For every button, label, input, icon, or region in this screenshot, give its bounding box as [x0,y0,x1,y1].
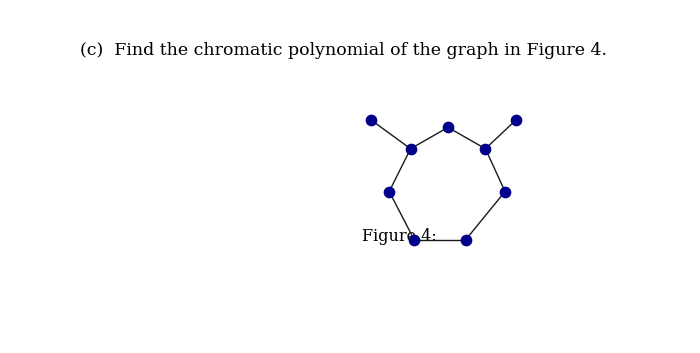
Point [366,118,377,123]
Point [384,189,395,195]
Point [460,237,471,243]
Point [510,118,522,123]
Point [409,237,420,243]
Point [405,146,416,151]
Point [442,125,454,130]
Point [499,189,510,195]
Text: (c)  Find the chromatic polynomial of the graph in Figure 4.: (c) Find the chromatic polynomial of the… [80,42,608,59]
Point [480,146,491,151]
Text: Figure 4:: Figure 4: [362,228,436,245]
